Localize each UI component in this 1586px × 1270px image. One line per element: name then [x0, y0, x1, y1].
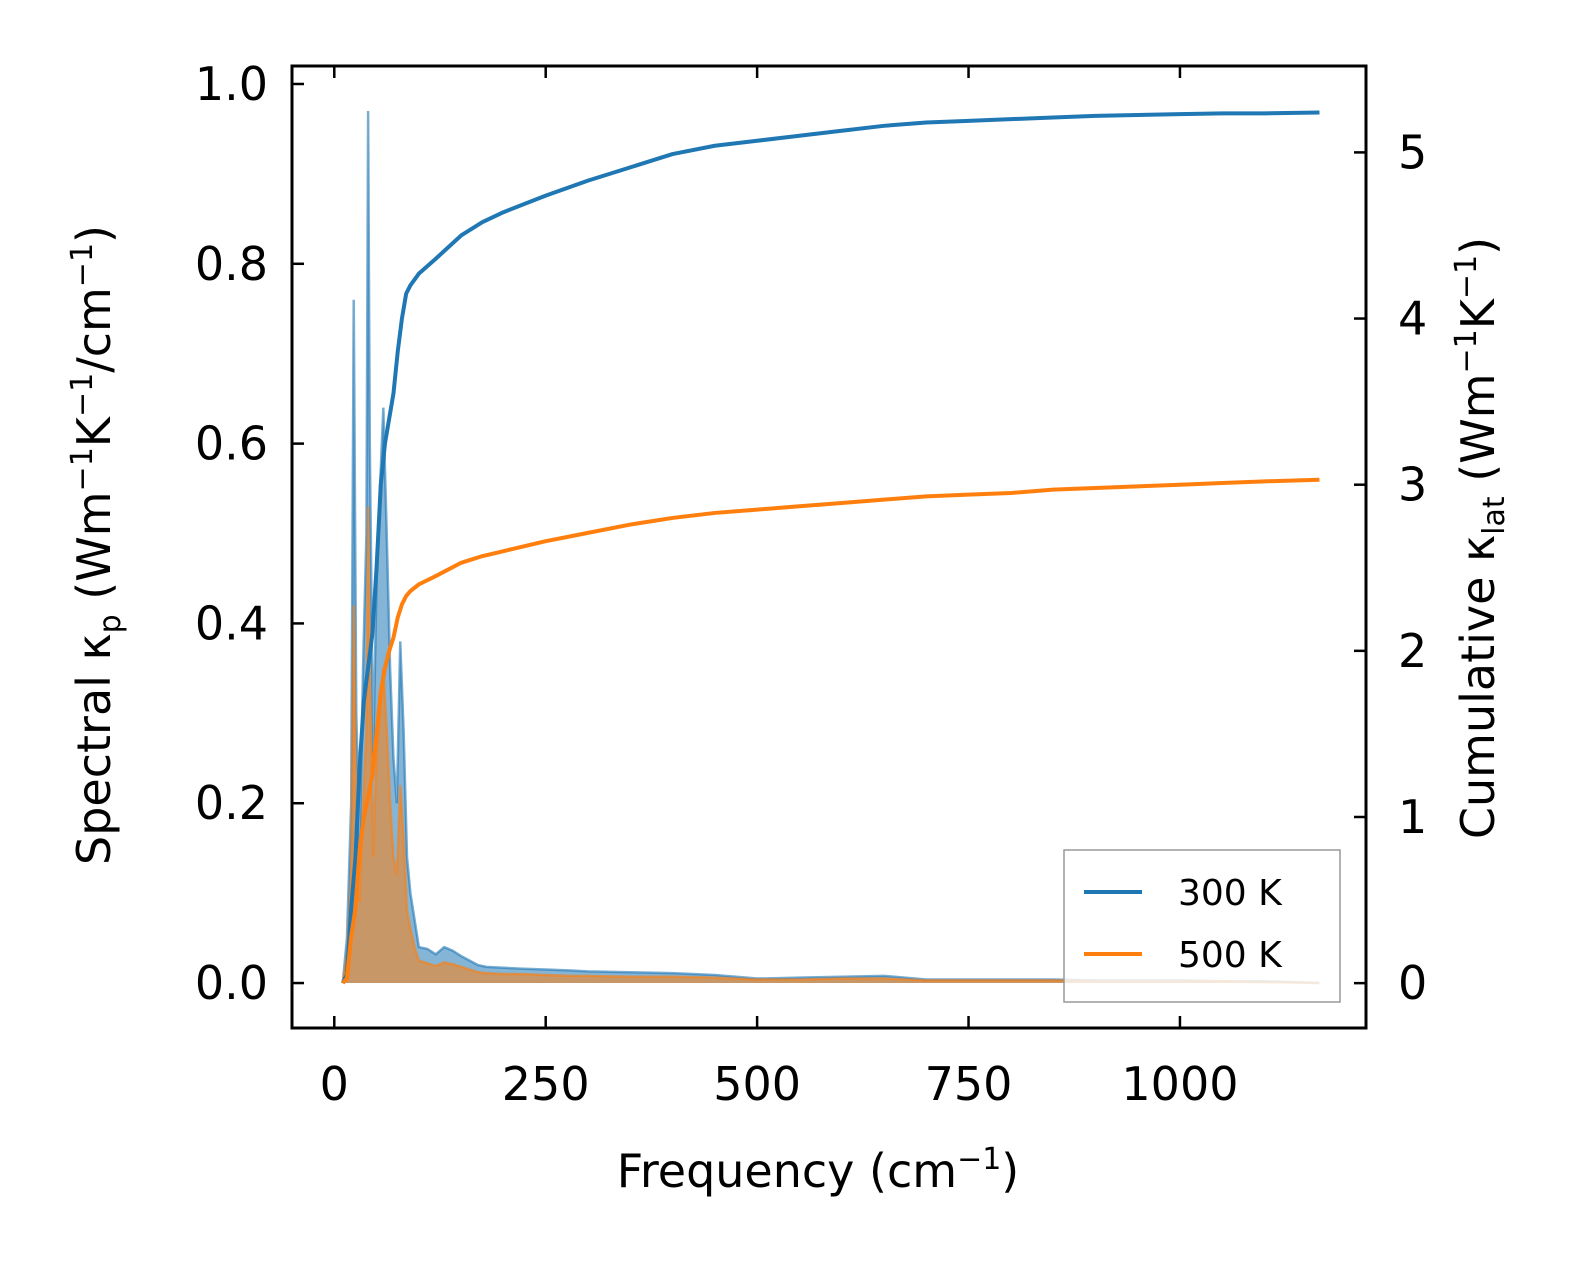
legend-label-500k: 500 K: [1178, 935, 1283, 976]
right-y-axis-ticks: 0 1 2 3 4 5: [1354, 125, 1427, 1010]
y-left-tick-label: 0.6: [195, 417, 268, 471]
y-right-tick-label: 1: [1398, 790, 1427, 844]
y-left-tick-label: 0.4: [195, 596, 268, 650]
y-left-tick-label: 0.8: [195, 237, 268, 291]
cumulative-line-300k: [340, 110, 1320, 985]
y-left-tick-label: 0.2: [195, 776, 268, 830]
y-right-tick-label: 4: [1398, 292, 1427, 346]
x-tick-label: 250: [502, 1057, 590, 1111]
x-tick-label: 750: [925, 1057, 1013, 1111]
x-tick-label: 500: [713, 1057, 801, 1111]
y-left-tick-label: 1.0: [195, 57, 268, 111]
left-y-axis-ticks: 0.0 0.2 0.4 0.6 0.8 1.0: [195, 57, 304, 1010]
x-tick-label: 1000: [1121, 1057, 1238, 1111]
legend: 300 K 500 K: [1063, 849, 1341, 1003]
x-axis-label: Frequency (cm−1): [617, 1142, 1020, 1198]
plot-frame: [290, 64, 1368, 1030]
y-right-tick-label: 3: [1398, 458, 1427, 512]
x-axis-ticks: 0 250 500 750 1000: [320, 66, 1238, 1111]
series-lines: [340, 110, 1320, 985]
y-left-tick-label: 0.0: [195, 956, 268, 1010]
y-right-tick-label: 0: [1398, 956, 1427, 1010]
left-y-axis-label: Spectral κp (Wm−1K−1/cm−1): [65, 225, 128, 865]
x-tick-label: 0: [320, 1057, 349, 1111]
y-right-tick-label: 5: [1398, 125, 1427, 179]
right-y-axis-label: Cumulative κlat (Wm−1K−1): [1449, 237, 1512, 839]
legend-box: [1063, 849, 1341, 1003]
legend-label-300k: 300 K: [1178, 873, 1283, 914]
y-right-tick-label: 2: [1398, 624, 1427, 678]
cumulative-line-500k: [341, 477, 1320, 985]
